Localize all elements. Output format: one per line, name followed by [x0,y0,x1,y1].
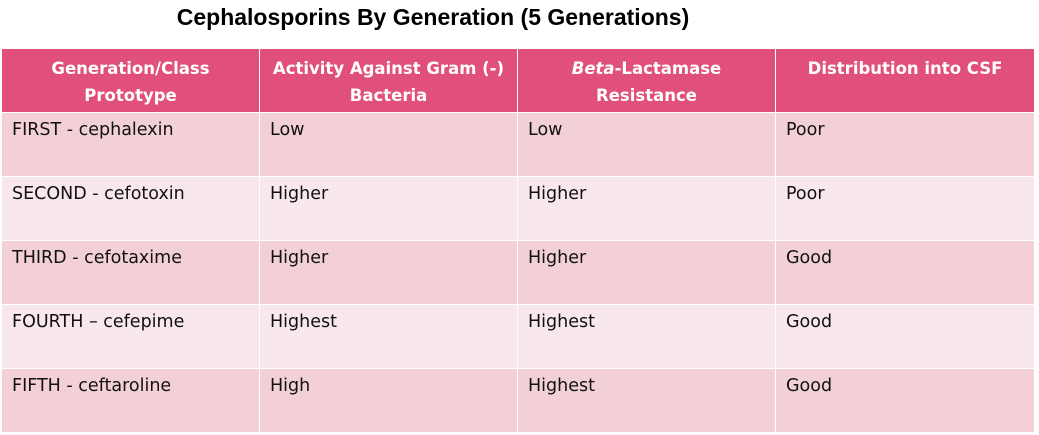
cell-activity: Higher [259,176,518,241]
header-beta-italic: Beta [571,59,615,78]
header-activity-line2: Bacteria [349,86,428,105]
cell-activity: Higher [259,240,518,305]
table-header-row: Generation/Class Prototype Activity Agai… [1,48,1035,113]
table-row: THIRD - cefotaxime Higher Higher Good [1,240,1035,305]
cell-activity: Low [259,112,518,177]
header-resistance-line2: Resistance [596,86,697,105]
cell-generation: FIFTH - ceftaroline [1,368,260,433]
cell-csf: Good [775,368,1035,433]
header-generation-line2: Prototype [84,86,177,105]
table-row: SECOND - cefotoxin Higher Higher Poor [1,176,1035,241]
cell-resistance: Highest [517,304,776,369]
cell-activity: High [259,368,518,433]
cell-resistance: Highest [517,368,776,433]
cell-csf: Poor [775,112,1035,177]
header-beta-rest: -Lactamase [614,59,722,78]
table-row: FIFTH - ceftaroline High Highest Good [1,368,1035,433]
cell-csf: Good [775,240,1035,305]
cell-generation: THIRD - cefotaxime [1,240,260,305]
table-row: FIRST - cephalexin Low Low Poor [1,112,1035,177]
cell-activity: Highest [259,304,518,369]
cell-resistance: Low [517,112,776,177]
cell-csf: Poor [775,176,1035,241]
header-generation: Generation/Class Prototype [1,48,260,113]
cell-generation: FOURTH – cefepime [1,304,260,369]
header-csf-distribution: Distribution into CSF [775,48,1035,113]
cephalosporin-table: Generation/Class Prototype Activity Agai… [1,48,1035,433]
table-row: FOURTH – cefepime Highest Highest Good [1,304,1035,369]
header-activity-line1: Activity Against Gram (-) [272,59,505,78]
header-generation-line1: Generation/Class [51,59,210,78]
cell-resistance: Higher [517,176,776,241]
page-title: Cephalosporins By Generation (5 Generati… [176,4,690,30]
cell-generation: FIRST - cephalexin [1,112,260,177]
header-csf-label: Distribution into CSF [807,59,1003,78]
cell-resistance: Higher [517,240,776,305]
cell-csf: Good [775,304,1035,369]
header-beta-lactamase-resistance: Beta-Lactamase Resistance [517,48,776,113]
cell-generation: SECOND - cefotoxin [1,176,260,241]
header-gram-negative-activity: Activity Against Gram (-) Bacteria [259,48,518,113]
